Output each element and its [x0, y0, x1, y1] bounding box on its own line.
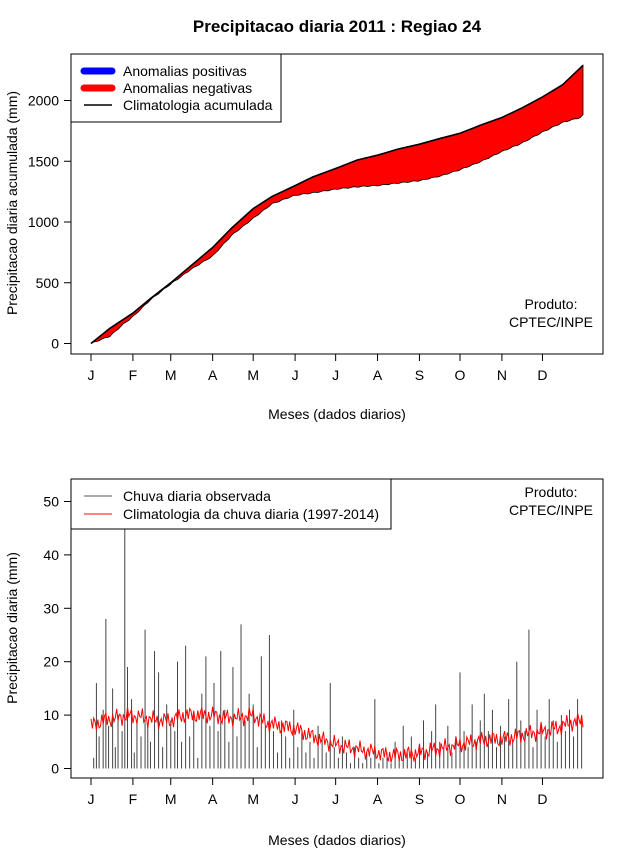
bottom-legend: Chuva diaria observada Climatologia da c…: [70, 478, 392, 530]
legend-label-daily-climatology: Climatologia da chuva diaria (1997-2014): [123, 506, 379, 522]
legend-label-observed: Chuva diaria observada: [123, 488, 271, 504]
legend-label-positive: Anomalias positivas: [123, 63, 247, 79]
bottom-y-tick-label: 10: [43, 707, 59, 723]
top-x-tick-label: A: [373, 367, 383, 383]
top-x-tick-label: J: [292, 367, 299, 383]
top-x-tick-label: O: [455, 367, 466, 383]
top-x-tick-label: J: [88, 367, 95, 383]
bottom-x-tick-label: J: [292, 791, 299, 807]
legend-label-climatology: Climatologia acumulada: [123, 97, 273, 113]
daily-rain-bars: [93, 528, 583, 769]
top-x-tick-label: M: [247, 367, 259, 383]
top-x-tick-label: D: [537, 367, 547, 383]
top-panel: 0 500 1000 1500 2000 J F M A M J J A S O N D Anomalias p…: [4, 53, 604, 422]
bottom-axes: 0 10 20 30 40 50 J F M A M J J A S O N D: [43, 494, 547, 808]
bottom-y-tick-label: 0: [51, 761, 59, 777]
bottom-x-tick-label: N: [497, 791, 507, 807]
legend-label-negative: Anomalias negativas: [123, 80, 252, 96]
top-x-tick-label: S: [415, 367, 424, 383]
top-credit-line1: Produto:: [525, 296, 578, 312]
bottom-x-tick-label: M: [247, 791, 259, 807]
top-y-tick-label: 0: [51, 336, 59, 352]
top-y-tick-label: 500: [36, 275, 60, 291]
daily-climatology-line: [90, 706, 584, 763]
bottom-y-tick-label: 50: [43, 494, 59, 510]
top-axes: 0 500 1000 1500 2000 J F M A M J J A S O N D: [28, 93, 548, 384]
bottom-x-tick-label: J: [332, 791, 339, 807]
bottom-y-tick-label: 20: [43, 654, 59, 670]
bottom-x-tick-label: M: [165, 791, 177, 807]
bottom-credit-line1: Produto:: [525, 484, 578, 500]
bottom-y-axis-label: Precipitacao diaria (mm): [4, 552, 20, 704]
bottom-legend-box: [70, 478, 392, 530]
top-x-tick-label: A: [208, 367, 218, 383]
top-legend-box: [70, 53, 282, 123]
climatology-cumulative-line: [90, 64, 584, 345]
bottom-x-tick-label: D: [537, 791, 547, 807]
bottom-x-tick-label: O: [455, 791, 466, 807]
bottom-x-tick-label: A: [373, 791, 383, 807]
bottom-x-tick-label: S: [415, 791, 424, 807]
chart-title: Precipitacao diaria 2011 : Regiao 24: [193, 17, 482, 36]
bottom-x-tick-label: F: [129, 791, 138, 807]
top-y-tick-label: 1500: [28, 153, 59, 169]
bottom-x-axis-label: Meses (dados diarios): [268, 832, 406, 848]
top-plot-frame: [70, 53, 604, 355]
top-y-tick-label: 2000: [28, 93, 59, 109]
bottom-y-tick-label: 30: [43, 600, 59, 616]
bottom-x-tick-label: J: [88, 791, 95, 807]
top-x-tick-label: M: [165, 367, 177, 383]
bottom-x-tick-label: A: [208, 791, 218, 807]
bottom-panel: 0 10 20 30 40 50 J F M A M J J A S O N D Chuva diaria obs…: [4, 478, 604, 848]
top-y-axis-label: Precipitacao diaria acumulada (mm): [4, 91, 20, 315]
top-credit-line2: CPTEC/INPE: [509, 314, 593, 330]
top-x-tick-label: N: [497, 367, 507, 383]
bottom-credit-line2: CPTEC/INPE: [509, 502, 593, 518]
bottom-y-tick-label: 40: [43, 547, 59, 563]
top-y-tick-label: 1000: [28, 214, 59, 230]
top-x-axis-label: Meses (dados diarios): [268, 406, 406, 422]
top-x-tick-label: J: [332, 367, 339, 383]
top-x-tick-label: F: [129, 367, 138, 383]
top-legend: Anomalias positivas Anomalias negativas …: [70, 53, 282, 123]
